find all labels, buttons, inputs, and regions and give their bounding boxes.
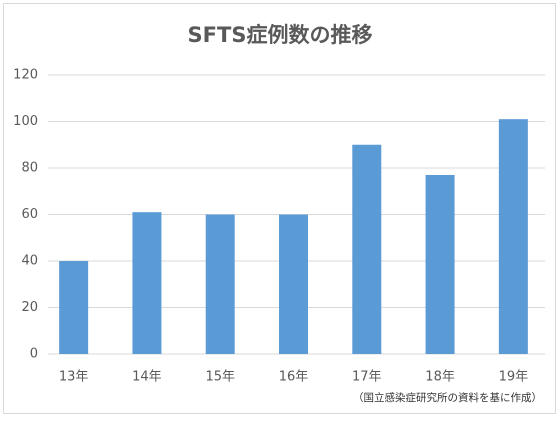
y-tick-label: 100 [13, 114, 38, 129]
y-tick-label: 40 [21, 254, 38, 269]
x-tick-label: 15年 [205, 370, 235, 385]
y-tick-label: 80 [21, 161, 38, 176]
bar [352, 144, 382, 354]
x-tick-label: 13年 [59, 370, 89, 385]
bar [279, 214, 308, 354]
chart-title: SFTS症例数の推移 [188, 23, 373, 47]
x-tick-label: 14年 [132, 370, 162, 385]
x-tick-label: 16年 [279, 370, 309, 385]
x-tick-label: 18年 [425, 370, 455, 385]
y-tick-label: 120 [13, 68, 38, 83]
bar [425, 174, 455, 354]
y-tick-label: 0 [30, 347, 38, 362]
y-tick-label: 20 [21, 300, 38, 315]
y-tick-label: 60 [21, 207, 38, 222]
bar [59, 261, 89, 354]
bar [205, 214, 235, 354]
bar [498, 119, 528, 354]
x-tick-label: 19年 [499, 370, 529, 385]
annotation: （国立感染症研究所の資料を基に作成） [353, 391, 542, 404]
bar [132, 212, 162, 354]
x-tick-label: 17年 [352, 370, 382, 385]
